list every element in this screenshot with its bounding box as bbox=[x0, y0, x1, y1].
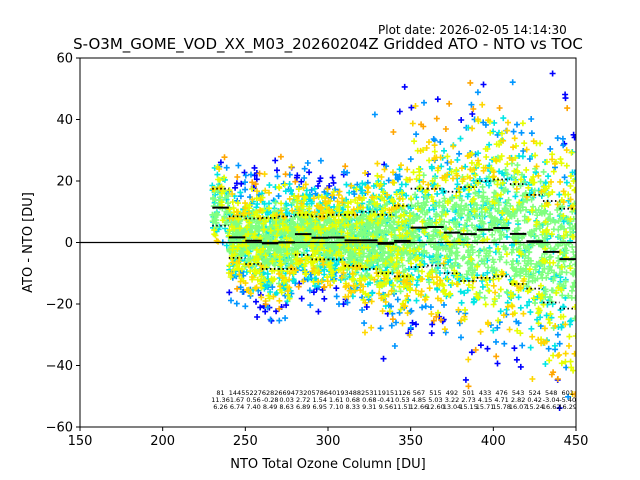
bin-mean-label: -5.40 bbox=[559, 396, 576, 404]
y-tick-label: 20 bbox=[56, 175, 73, 190]
scatter-series bbox=[221, 79, 576, 398]
x-tick-label: 150 bbox=[68, 434, 93, 449]
x-tick-label: 200 bbox=[150, 434, 175, 449]
bin-n-label: 6282 bbox=[262, 389, 279, 397]
bin-n-label: 5227 bbox=[245, 389, 262, 397]
bin-n-label: 81 bbox=[216, 389, 224, 397]
y-tick-label: −20 bbox=[46, 298, 73, 313]
bin-std-label: 15.15 bbox=[459, 403, 478, 411]
bin-std-label: 8.63 bbox=[279, 403, 293, 411]
bin-std-label: 12.60 bbox=[426, 403, 445, 411]
bin-std-label: 16.07 bbox=[509, 403, 528, 411]
bin-mean-label: 4.85 bbox=[412, 396, 426, 404]
x-tick-label: 400 bbox=[481, 434, 506, 449]
bin-std-label: 7.40 bbox=[246, 403, 260, 411]
bin-mean-label: 0.68 bbox=[346, 396, 360, 404]
bin-mean-label: 3.22 bbox=[445, 396, 459, 404]
x-axis-label: NTO Total Ozone Column [DU] bbox=[230, 457, 426, 472]
y-axis-label: ATO - NTO [DU] bbox=[21, 192, 36, 293]
bin-n-label: 1915 bbox=[378, 389, 395, 397]
bin-n-label: 3488 bbox=[345, 389, 362, 397]
bin-mean-label: 11.36 bbox=[211, 396, 230, 404]
bin-std-label: 8.49 bbox=[263, 403, 277, 411]
bin-n-label: 4019 bbox=[328, 389, 345, 397]
bin-std-label: 6.74 bbox=[230, 403, 244, 411]
bin-mean-label: 1.61 bbox=[329, 396, 343, 404]
bin-n-label: 7320 bbox=[295, 389, 312, 397]
bin-n-label: 2531 bbox=[361, 389, 378, 397]
y-tick-label: −60 bbox=[46, 421, 73, 436]
bin-mean-label: 2.72 bbox=[296, 396, 310, 404]
bin-n-label: 476 bbox=[495, 389, 507, 397]
plot-date: Plot date: 2026-02-05 14:14:30 bbox=[378, 23, 567, 37]
bin-mean-label: -0.28 bbox=[262, 396, 279, 404]
bin-n-label: 6694 bbox=[278, 389, 295, 397]
bin-n-label: 524 bbox=[528, 389, 540, 397]
bin-mean-label: 1.54 bbox=[312, 396, 326, 404]
bin-n-label: 543 bbox=[512, 389, 524, 397]
bin-std-label: 9.56 bbox=[379, 403, 393, 411]
bin-mean-label: 2.82 bbox=[511, 396, 525, 404]
x-tick-label: 300 bbox=[316, 434, 341, 449]
bin-mean-label: 1.67 bbox=[230, 396, 244, 404]
bin-std-label: 7.10 bbox=[329, 403, 343, 411]
bin-std-label: 11.51 bbox=[393, 403, 412, 411]
x-tick-label: 450 bbox=[564, 434, 589, 449]
bin-std-label: 15.78 bbox=[492, 403, 511, 411]
bin-std-label: 12.66 bbox=[410, 403, 429, 411]
x-tick-label: 350 bbox=[398, 434, 423, 449]
bin-statistics: 8111.366.2614451.676.7452270.567.406282-… bbox=[211, 178, 577, 411]
y-tick-label: 60 bbox=[56, 52, 73, 67]
y-tick-label: 0 bbox=[65, 236, 73, 251]
bin-std-label: 15.24 bbox=[525, 403, 544, 411]
bin-std-label: 9.31 bbox=[362, 403, 376, 411]
scatter-series bbox=[217, 70, 576, 411]
bin-std-label: 8.33 bbox=[346, 403, 360, 411]
bin-std-label: 15.71 bbox=[476, 403, 495, 411]
x-tick-label: 250 bbox=[233, 434, 258, 449]
bin-n-label: 1126 bbox=[394, 389, 411, 397]
bin-n-label: 5786 bbox=[311, 389, 328, 397]
bin-mean-label: 0.56 bbox=[246, 396, 260, 404]
bin-mean-label: 0.68 bbox=[362, 396, 376, 404]
bin-std-label: 6.26 bbox=[213, 403, 227, 411]
bin-std-label: 16.62 bbox=[542, 403, 561, 411]
y-tick-label: 40 bbox=[56, 113, 73, 128]
bin-n-label: 492 bbox=[446, 389, 458, 397]
axis-ticks: 150 200 250 300 350 400 450 −60 −40 −20 0 20 40 60 bbox=[46, 52, 589, 450]
bin-mean-label: 0.42 bbox=[527, 396, 541, 404]
bin-mean-label: 0.53 bbox=[395, 396, 409, 404]
bin-n-label: 548 bbox=[545, 389, 557, 397]
bin-mean-label: 2.73 bbox=[461, 396, 475, 404]
chart-title: S-O3M_GOME_VOD_XX_M03_20260204Z Gridded … bbox=[73, 35, 583, 53]
bin-mean-label: 4.15 bbox=[478, 396, 492, 404]
y-tick-label: −40 bbox=[46, 359, 73, 374]
bin-mean-label: 5.03 bbox=[428, 396, 442, 404]
bin-n-label: 1445 bbox=[229, 389, 246, 397]
bin-mean-label: -0.41 bbox=[377, 396, 394, 404]
bin-n-label: 501 bbox=[462, 389, 474, 397]
bin-n-label: 567 bbox=[413, 389, 425, 397]
bin-n-label: 601 bbox=[562, 389, 574, 397]
bin-std-label: 6.95 bbox=[312, 403, 326, 411]
bin-mean-label: -3.04 bbox=[543, 396, 560, 404]
bin-n-label: 433 bbox=[479, 389, 491, 397]
bin-mean-label: 0.03 bbox=[279, 396, 293, 404]
bin-std-label: 13.04 bbox=[443, 403, 462, 411]
bin-std-label: 6.89 bbox=[296, 403, 310, 411]
bin-mean-label: 4.71 bbox=[494, 396, 508, 404]
bin-n-label: 515 bbox=[429, 389, 441, 397]
bin-std-label: 16.29 bbox=[558, 403, 577, 411]
scatter-points bbox=[209, 70, 576, 411]
